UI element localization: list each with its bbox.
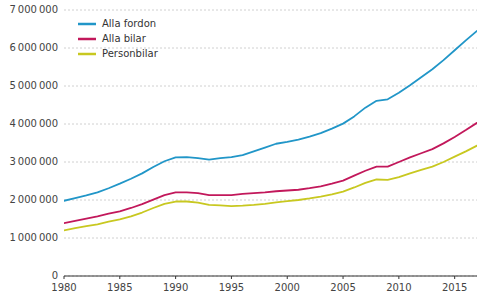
x-tick <box>175 276 176 279</box>
x-tick-label: 2005 <box>330 282 355 293</box>
legend-label: Alla bilar <box>102 33 147 44</box>
legend: Alla fordon Alla bilar Personbilar <box>78 18 159 59</box>
x-tick <box>119 276 120 279</box>
x-tick-label: 1985 <box>107 282 132 293</box>
legend-swatch <box>78 38 96 41</box>
y-tick-label: 0 <box>52 270 58 281</box>
legend-label: Alla fordon <box>102 18 156 29</box>
plot-area <box>64 31 477 231</box>
x-tick <box>64 276 65 279</box>
y-tick-label: 6 000 000 <box>9 42 58 53</box>
x-axis-line <box>64 276 477 277</box>
grid-line <box>64 124 477 125</box>
legend-label: Personbilar <box>102 48 159 59</box>
grid-line <box>64 238 477 239</box>
y-tick-label: 7 000 000 <box>9 4 58 15</box>
y-tick-label: 5 000 000 <box>9 80 58 91</box>
y-tick-label: 2 000 000 <box>9 194 58 205</box>
grid-line <box>64 86 477 87</box>
series-line <box>64 123 477 223</box>
x-tick-label: 1995 <box>219 282 244 293</box>
grid-line <box>64 200 477 201</box>
grid-line <box>64 10 477 11</box>
x-tick-label: 1980 <box>51 282 76 293</box>
x-tick <box>287 276 288 279</box>
x-axis: 1980 1985 1990 1995 2000 2005 2010 2015 <box>51 276 477 293</box>
x-tick <box>343 276 344 279</box>
y-tick-label: 1 000 000 <box>9 232 58 243</box>
x-tick-label: 2010 <box>386 282 411 293</box>
series-line <box>64 146 477 231</box>
y-axis: 0 1 000 000 2 000 000 3 000 000 4 000 000 5 0… <box>9 4 477 281</box>
x-tick <box>454 276 455 279</box>
x-tick-label: 2015 <box>442 282 467 293</box>
chart: 0 1 000 000 2 000 000 3 000 000 4 000 000 5 0… <box>0 0 491 302</box>
legend-swatch <box>78 23 96 26</box>
series-line <box>64 31 477 201</box>
x-tick-label: 1990 <box>163 282 188 293</box>
x-tick <box>398 276 399 279</box>
grid-line <box>64 276 477 277</box>
x-tick-label: 2000 <box>275 282 300 293</box>
legend-swatch <box>78 53 96 56</box>
y-tick-label: 3 000 000 <box>9 156 58 167</box>
x-tick <box>231 276 232 279</box>
grid-line <box>64 162 477 163</box>
y-tick-label: 4 000 000 <box>9 118 58 129</box>
